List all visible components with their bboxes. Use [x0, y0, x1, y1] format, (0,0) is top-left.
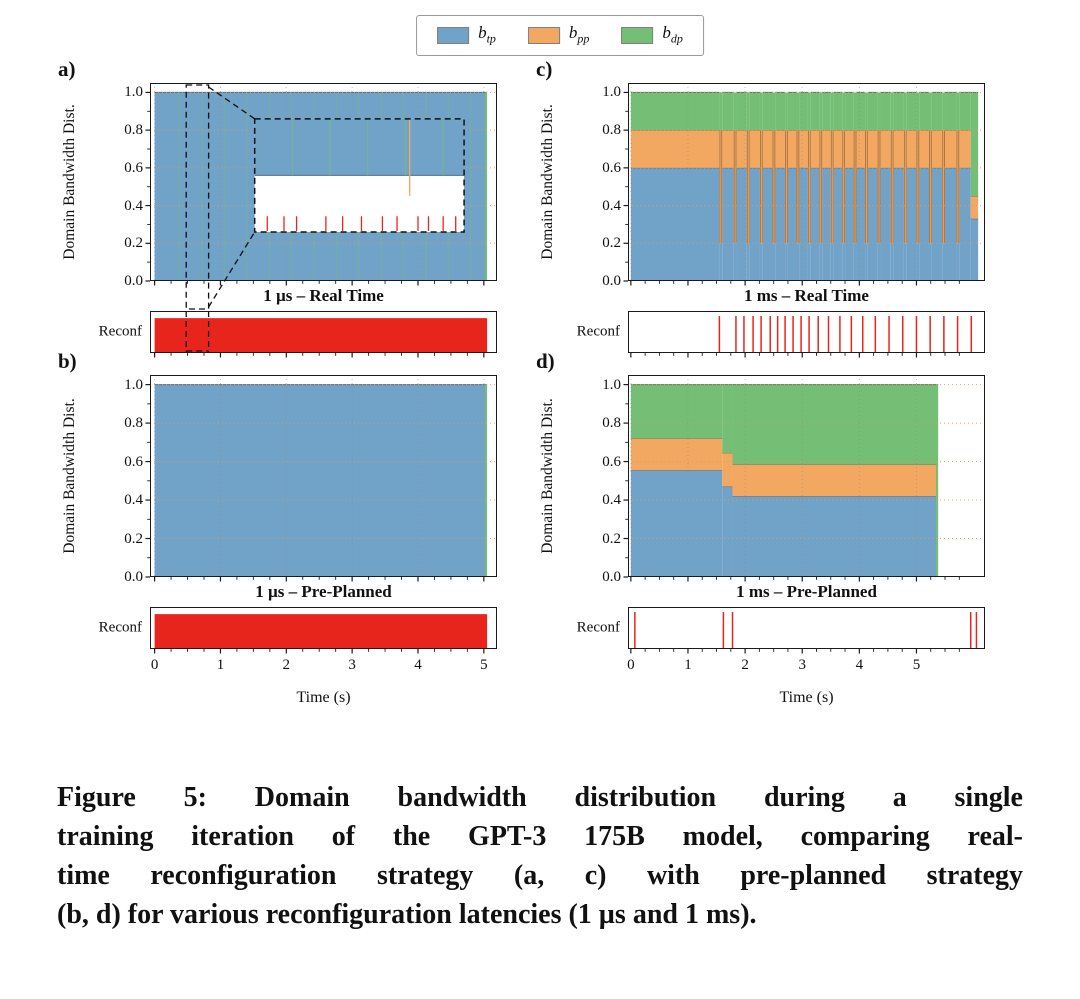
- plot-area-d: 0.0 0.2 0.4 0.6 0.8 1.0: [602, 375, 985, 585]
- y-tick-label: 0.2: [124, 235, 143, 252]
- legend-label-bdp: bdp: [662, 23, 683, 46]
- bandwidth-plot-b: [145, 375, 497, 582]
- x-tick-label: 3: [798, 657, 806, 673]
- panel-letter-c: c): [536, 57, 553, 81]
- bandwidth-plot-a: [145, 83, 497, 310]
- caption-line: time reconfiguration strategy (a, c) wit…: [57, 860, 1023, 891]
- y-tick-label: 0.8: [602, 415, 621, 432]
- panel-title-a: 1 µs – Real Time: [263, 286, 384, 305]
- x-tick-label: 5: [912, 657, 921, 673]
- reconf-plot-a: [150, 311, 497, 358]
- x-tick-label: 0: [150, 657, 159, 673]
- y-tick-label: 0.2: [602, 530, 621, 547]
- x-tick-label: 1: [684, 657, 692, 673]
- y-tick-label: 0.0: [602, 273, 621, 289]
- y-axis-label: Domain Bandwidth Dist.: [61, 398, 78, 554]
- reconf-axis-label: Reconf: [98, 619, 142, 636]
- reconf-axis-label: Reconf: [576, 619, 620, 636]
- reconf-strip-a: Reconf: [99, 311, 497, 358]
- x-tick-label: 4: [414, 657, 422, 673]
- y-tick-label: 0.4: [124, 197, 143, 214]
- x-tick-label: 2: [282, 657, 291, 673]
- y-tick-label: 0.4: [124, 492, 143, 509]
- reconf-strip-c: Reconf: [577, 311, 985, 358]
- plot-area-a: 0.0 0.2 0.4 0.6 0.8 1.0: [124, 83, 497, 310]
- panel-letter-b: b): [58, 349, 77, 373]
- y-tick-label: 0.6: [124, 453, 143, 470]
- legend-item-btp: btp: [437, 24, 496, 47]
- y-axis-label: Domain Bandwidth Dist.: [61, 104, 78, 260]
- legend: btp bpp bdp: [416, 15, 704, 57]
- plot-area-b: 0.0 0.2 0.4 0.6 0.8 1.0: [124, 375, 497, 585]
- reconf-strip-b: Reconf: [99, 607, 497, 654]
- y-tick-label: 0.2: [602, 235, 621, 252]
- y-tick-label: 0.4: [602, 492, 621, 509]
- y-tick-label: 0.0: [124, 569, 143, 585]
- x-tick-label: 4: [855, 657, 864, 673]
- x-tick-label: 3: [348, 657, 356, 673]
- y-tick-label: 0.2: [124, 530, 143, 547]
- legend-swatch-bpp: [527, 27, 560, 45]
- panel-letter-a: a): [58, 57, 76, 81]
- panel-title-d: 1 ms – Pre-Planned: [736, 582, 877, 601]
- y-tick-label: 0.0: [602, 569, 621, 585]
- reconf-plot-c: [628, 311, 985, 358]
- reconf-axis-label: Reconf: [98, 323, 142, 340]
- x-axis-label: Time (s): [296, 689, 351, 706]
- caption-line: (b, d) for various reconfiguration laten…: [57, 899, 757, 930]
- y-tick-label: 0.0: [124, 273, 143, 289]
- legend-swatch-btp: [437, 27, 470, 45]
- y-axis-label: Domain Bandwidth Dist.: [539, 104, 556, 260]
- plot-area-c: 0.0 0.2 0.4 0.6 0.8 1.0: [602, 83, 985, 289]
- x-tick-label: 1: [216, 657, 225, 673]
- panel-letter-d: d): [536, 349, 555, 373]
- y-tick-label: 0.8: [124, 122, 143, 139]
- y-axis-label: Domain Bandwidth Dist.: [539, 398, 556, 554]
- legend-item-bpp: bpp: [527, 23, 590, 47]
- y-tick-label: 1.0: [124, 84, 143, 101]
- panel-title-b: 1 µs – Pre-Planned: [255, 582, 392, 601]
- reconf-strip-d: Reconf: [577, 607, 985, 654]
- y-tick-label: 1.0: [602, 84, 621, 101]
- y-tick-label: 0.6: [602, 453, 621, 470]
- y-tick-label: 0.8: [602, 122, 621, 139]
- x-tick-label: 2: [741, 657, 749, 673]
- legend-item-bdp: bdp: [621, 24, 683, 47]
- reconf-axis-label: Reconf: [576, 323, 620, 340]
- y-tick-label: 0.6: [602, 159, 621, 176]
- caption-line: training iteration of the GPT-3 175B mod…: [57, 821, 1023, 852]
- legend-swatch-bdp: [621, 27, 654, 45]
- y-tick-label: 0.8: [124, 415, 143, 432]
- legend-label-bpp: bpp: [568, 23, 590, 46]
- panel-title-c: 1 ms – Real Time: [744, 286, 869, 305]
- legend-label-btp: btp: [478, 23, 496, 46]
- bandwidth-plot-d: [623, 375, 985, 582]
- y-tick-label: 1.0: [124, 376, 143, 393]
- x-tick-label: 5: [480, 657, 488, 673]
- reconf-plot-d: [628, 607, 985, 654]
- x-tick-label: 0: [627, 657, 635, 673]
- y-tick-label: 1.0: [602, 376, 621, 393]
- bandwidth-plot-c: [623, 83, 985, 286]
- caption-line: Figure 5: Domain bandwidth distribution …: [57, 782, 1023, 813]
- y-tick-label: 0.4: [602, 197, 621, 214]
- figure-caption: Figure 5: Domain bandwidth distribution …: [57, 778, 1023, 934]
- reconf-plot-b: [150, 607, 497, 654]
- y-tick-label: 0.6: [124, 159, 143, 176]
- x-axis-label: Time (s): [779, 689, 834, 706]
